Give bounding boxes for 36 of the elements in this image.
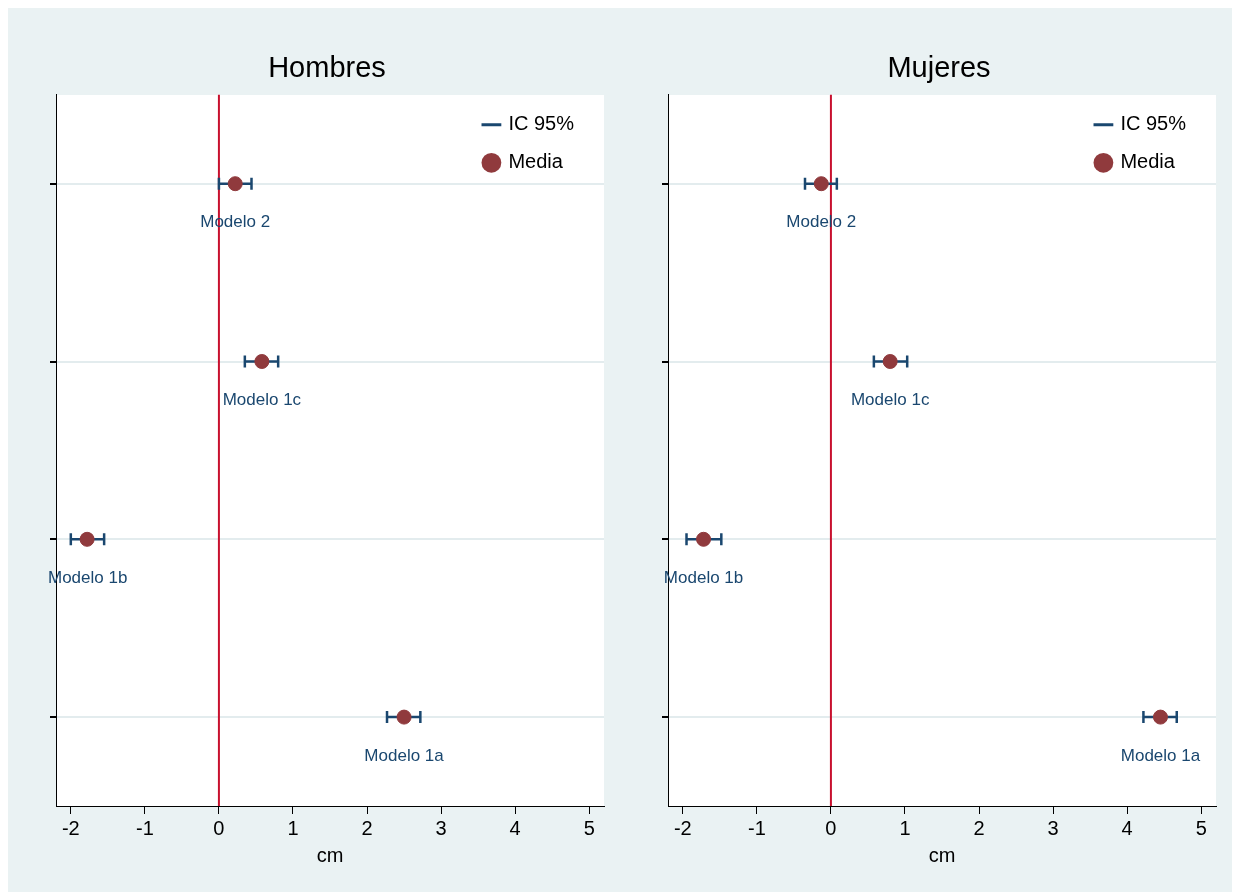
x-tick-label: 5 bbox=[583, 816, 595, 839]
point bbox=[696, 531, 712, 547]
y-tick-label: Modelo 1c bbox=[222, 390, 302, 410]
x-tick-label: -2 bbox=[61, 816, 80, 839]
y-tick-label: Modelo 1a bbox=[1120, 745, 1201, 765]
x-tick-label: 3 bbox=[1047, 816, 1059, 839]
point bbox=[396, 709, 412, 725]
point bbox=[79, 531, 95, 547]
point bbox=[227, 176, 243, 192]
legend-label: Media bbox=[508, 150, 564, 173]
x-tick-label: 4 bbox=[1121, 816, 1133, 839]
chart-title: Mujeres bbox=[887, 51, 991, 84]
x-tick-label: 1 bbox=[899, 816, 911, 839]
x-tick-label: -1 bbox=[747, 816, 766, 839]
x-tick-label: 4 bbox=[509, 816, 521, 839]
x-tick-label: 1 bbox=[287, 816, 299, 839]
x-axis-title: cm bbox=[928, 843, 956, 866]
x-tick-label: 3 bbox=[435, 816, 447, 839]
annotation: IC 95% bbox=[1120, 112, 1187, 135]
point bbox=[882, 354, 898, 369]
y-tick-label: Modelo 1c bbox=[850, 390, 930, 410]
x-tick-label: -2 bbox=[673, 816, 692, 839]
x-tick-label: 0 bbox=[825, 816, 837, 839]
x-tick-label: -1 bbox=[135, 816, 154, 839]
x-tick-label: 0 bbox=[213, 816, 225, 839]
point bbox=[254, 354, 270, 369]
point bbox=[1152, 709, 1168, 725]
x-tick-label: 5 bbox=[1195, 816, 1207, 839]
point bbox=[813, 176, 829, 192]
chart-title: Hombres bbox=[268, 51, 386, 84]
y-tick-label: Modelo 1a bbox=[364, 745, 445, 765]
x-tick-label: 2 bbox=[973, 816, 985, 839]
annotation: IC 95% bbox=[508, 112, 575, 135]
legend-label: Media bbox=[1120, 150, 1176, 173]
x-tick-label: 2 bbox=[361, 816, 373, 839]
x-axis-title: cm bbox=[316, 843, 344, 866]
